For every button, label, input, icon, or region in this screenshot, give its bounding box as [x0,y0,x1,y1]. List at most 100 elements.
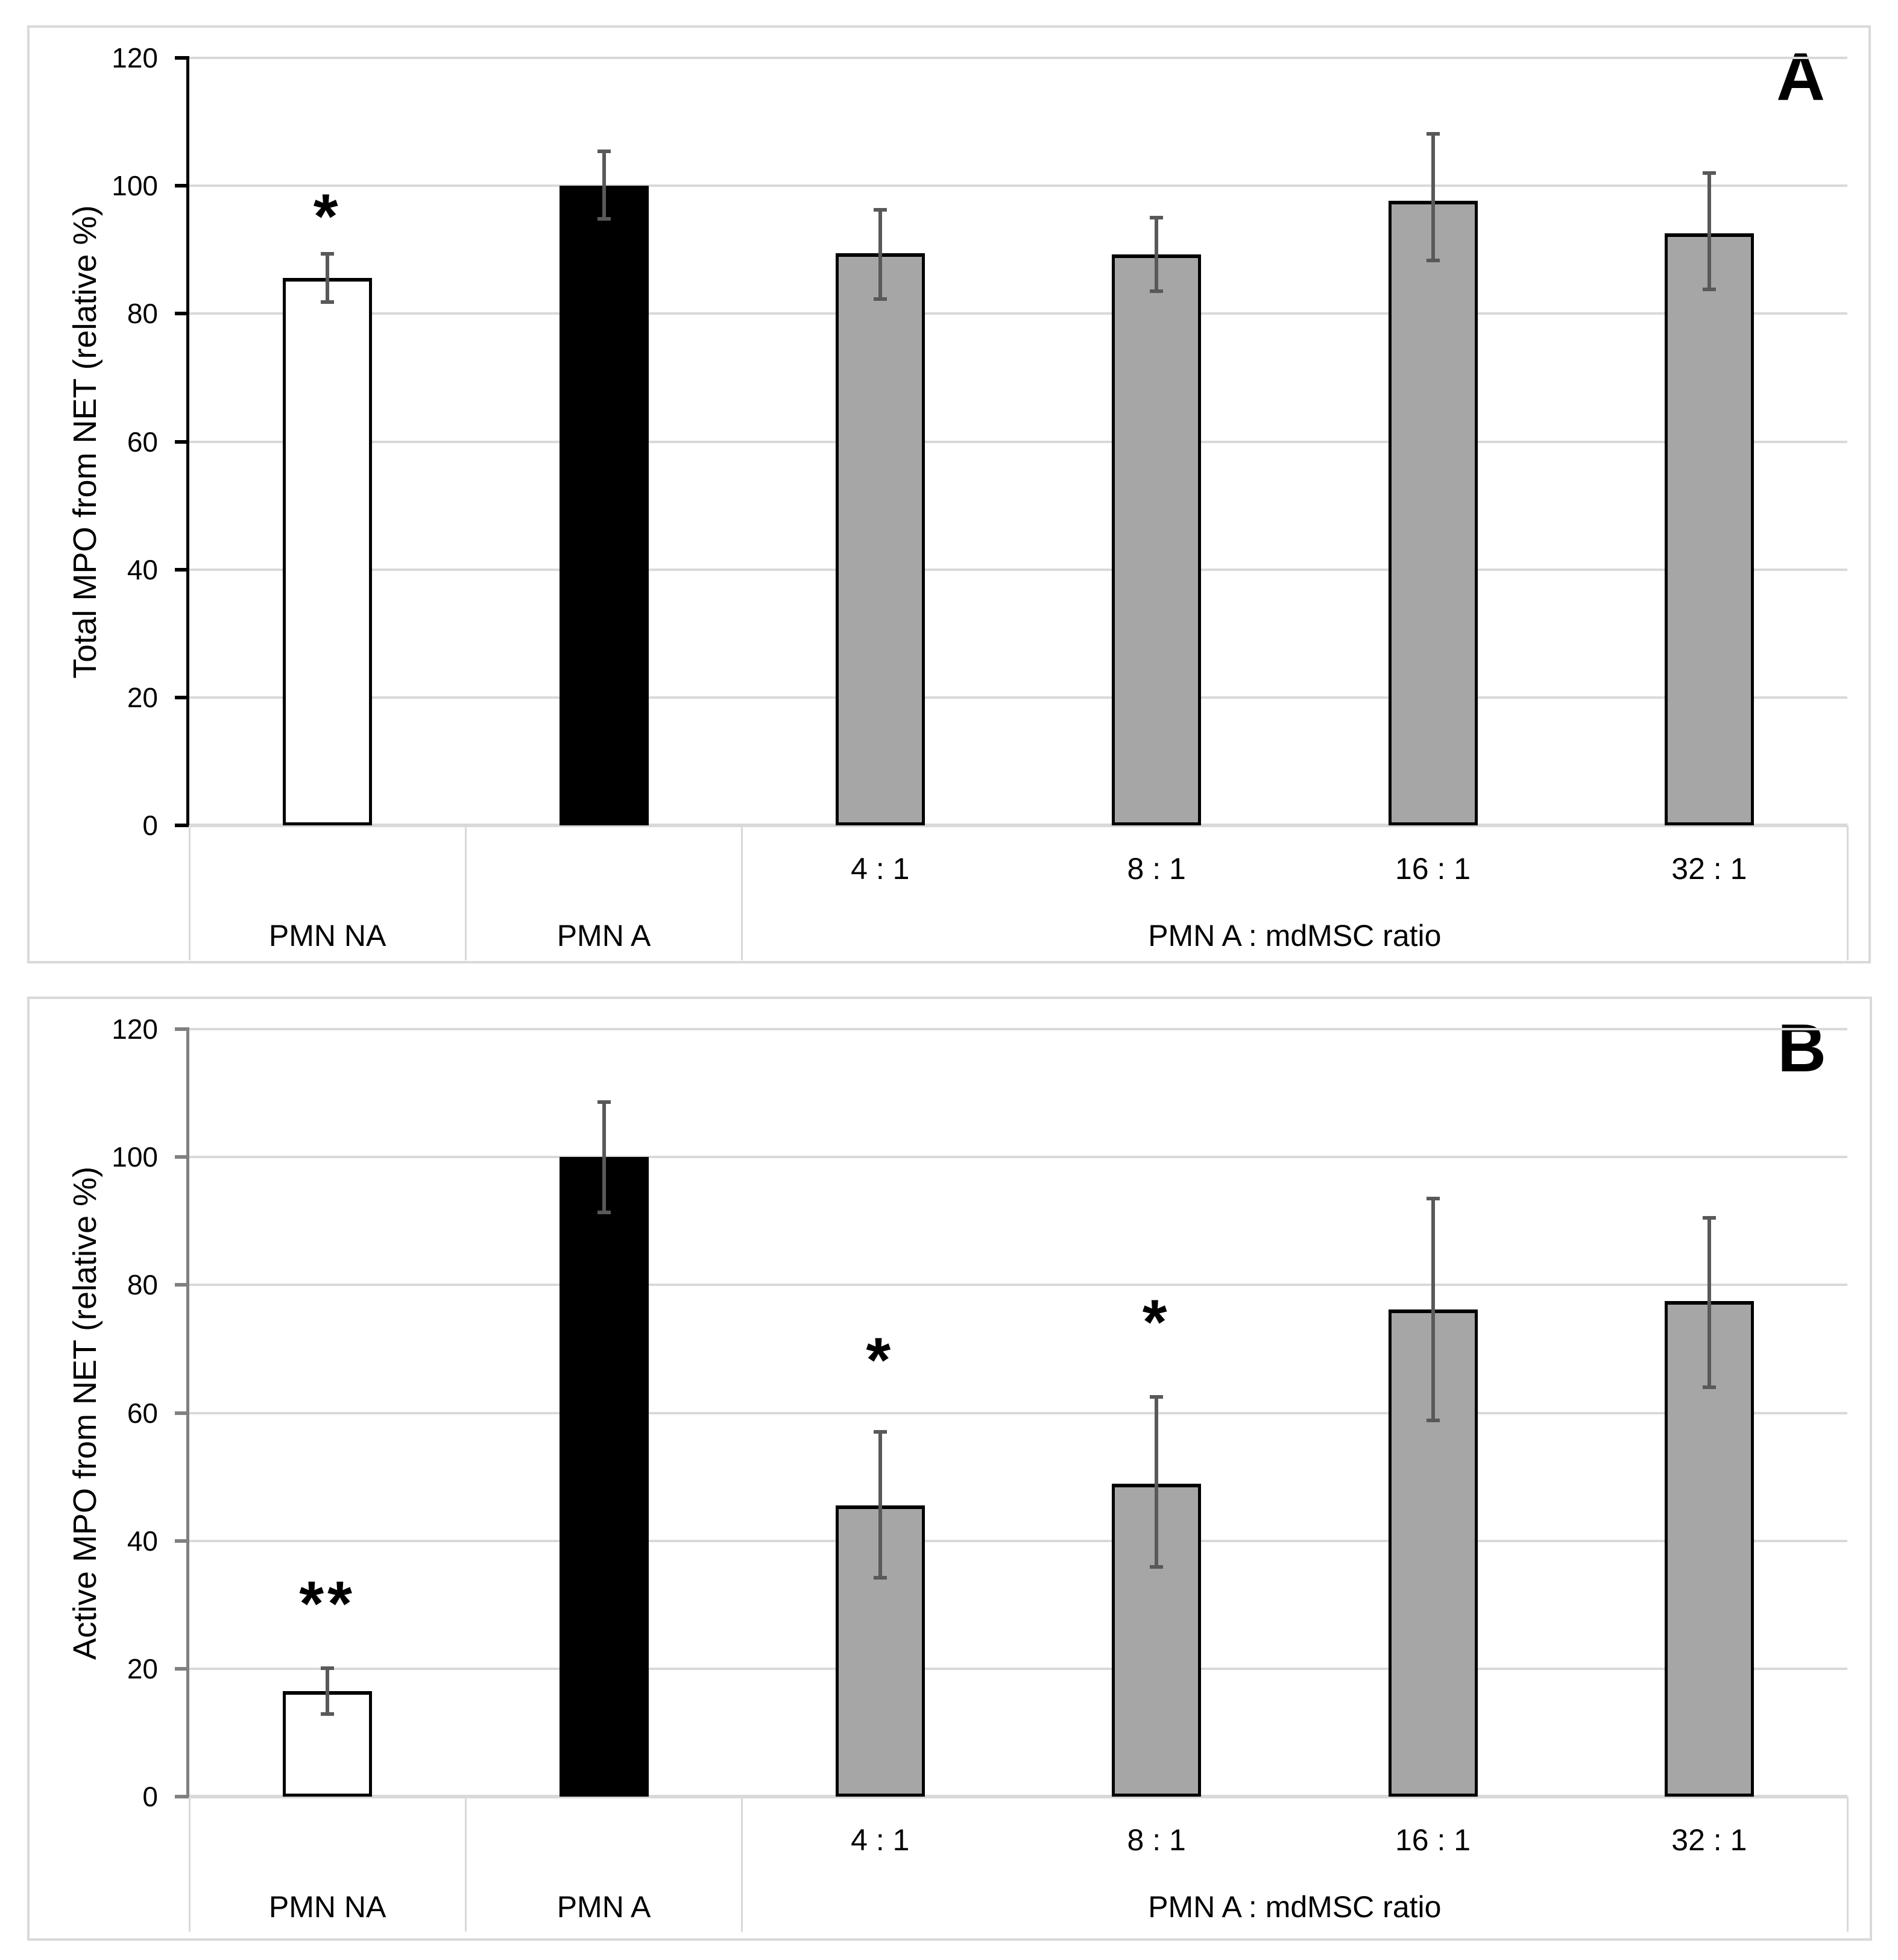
y-axis-tick-100 [175,184,189,188]
error-bar-cap-top-3 [1150,1394,1164,1399]
panel-letter-a: A [1776,39,1825,115]
x-axis-line [189,1795,1847,1798]
x-tick-label-16-1: 16 : 1 [1395,1823,1471,1857]
gridline-60 [189,440,1847,443]
y-axis-line [186,58,189,825]
y-axis-tick-label-40: 40 [127,1525,158,1557]
category-divider-3 [1846,1797,1849,1932]
category-divider-0 [188,1797,191,1932]
x-tick-label-4-1: 4 : 1 [851,852,910,886]
y-axis-tick-label-0: 0 [142,810,158,841]
x-group-label-2: PMN A : mdMSC ratio [1148,1890,1442,1924]
x-tick-label-32-1: 32 : 1 [1671,1823,1747,1857]
x-tick-label-4-1: 4 : 1 [851,1823,910,1857]
y-axis-tick-0 [175,1795,189,1798]
y-axis-tick-80 [175,312,189,316]
gridline-100 [189,1156,1847,1159]
error-bar-line-1 [602,151,606,219]
bar-8-1 [1112,254,1202,825]
significance-marker-1: * [866,1325,895,1396]
x-tick-label-8-1: 8 : 1 [1127,1823,1186,1857]
gridline-40 [189,568,1847,571]
y-axis-tick-label-60: 60 [127,1397,158,1429]
y-axis-tick-100 [175,1155,189,1159]
y-axis-tick-60 [175,440,189,444]
gridline-100 [189,184,1847,187]
bar-32-1 [1664,233,1754,825]
x-group-label-1: PMN A [556,1890,651,1924]
error-bar-cap-top-1 [597,1100,611,1104]
error-bar-line-3 [1155,1396,1159,1568]
y-axis-tick-120 [175,56,189,60]
y-axis-tick-label-100: 100 [112,170,158,202]
error-bar-cap-bottom-1 [597,217,611,221]
bar-PMN-NA [283,277,373,825]
error-bar-line-0 [326,1668,330,1715]
error-bar-cap-top-4 [1426,1197,1440,1201]
y-axis-tick-60 [175,1411,189,1415]
category-divider-1 [464,1797,467,1932]
bar-16-1 [1388,200,1478,825]
error-bar-cap-bottom-3 [1150,1565,1164,1569]
y-axis-tick-0 [175,824,189,827]
error-bar-line-5 [1707,172,1711,289]
gridline-60 [189,1411,1847,1414]
y-axis-tick-label-100: 100 [112,1141,158,1173]
error-bar-cap-bottom-4 [1426,259,1440,263]
y-axis-tick-40 [175,567,189,572]
significance-marker-0: ** [299,1568,356,1639]
gridline-20 [189,1667,1847,1670]
y-axis-tick-120 [175,1027,189,1031]
gridline-20 [189,696,1847,699]
error-bar-cap-bottom-5 [1702,288,1716,292]
gridline-80 [189,1284,1847,1287]
y-axis-tick-label-120: 120 [112,42,158,74]
y-axis-tick-40 [175,1539,189,1543]
y-axis-tick-20 [175,695,189,699]
error-bar-cap-top-2 [873,1430,887,1434]
error-bar-cap-bottom-2 [873,297,887,301]
error-bar-cap-top-4 [1426,132,1440,136]
x-axis-line [189,824,1847,827]
error-bar-cap-bottom-1 [597,1211,611,1215]
y-axis-tick-label-40: 40 [127,553,158,585]
x-tick-label-8-1: 8 : 1 [1127,852,1186,886]
error-bar-cap-bottom-2 [873,1576,887,1580]
category-divider-1 [464,825,467,960]
error-bar-cap-top-3 [1150,216,1164,220]
error-bar-cap-bottom-3 [1150,289,1164,294]
error-bar-cap-top-2 [873,208,887,212]
gridline-120 [189,1028,1847,1030]
y-axis-tick-80 [175,1283,189,1287]
error-bar-line-3 [1155,218,1159,292]
error-bar-cap-bottom-5 [1702,1385,1716,1390]
category-divider-0 [188,825,191,960]
panel-letter-b: B [1777,1010,1826,1086]
x-tick-label-32-1: 32 : 1 [1671,852,1747,886]
error-bar-cap-bottom-0 [321,1712,335,1716]
category-divider-2 [741,825,743,960]
bar-PMN-A [559,1157,649,1797]
error-bar-line-2 [878,210,882,299]
significance-marker-0: * [313,181,342,252]
y-axis-tick-label-20: 20 [127,681,158,713]
y-axis-tick-label-20: 20 [127,1653,158,1684]
gridline-80 [189,312,1847,315]
x-tick-label-16-1: 16 : 1 [1395,852,1471,886]
error-bar-cap-top-0 [321,1666,335,1670]
x-group-label-1: PMN A [556,919,651,953]
y-axis-tick-label-0: 0 [142,1781,158,1812]
error-bar-line-1 [602,1101,606,1213]
error-bar-cap-top-5 [1702,171,1716,175]
error-bar-line-4 [1431,1199,1435,1421]
error-bar-cap-bottom-4 [1426,1419,1440,1423]
y-axis-tick-label-80: 80 [127,298,158,330]
error-bar-line-5 [1707,1217,1711,1388]
error-bar-cap-bottom-0 [321,300,335,304]
x-group-label-2: PMN A : mdMSC ratio [1148,919,1442,953]
chart-panel-a: A Total MPO from NET (relative %) 0 20 40 60… [27,25,1871,963]
y-axis-tick-20 [175,1666,189,1671]
x-group-label-0: PMN NA [268,1890,386,1924]
bar-PMN-A [559,186,649,825]
